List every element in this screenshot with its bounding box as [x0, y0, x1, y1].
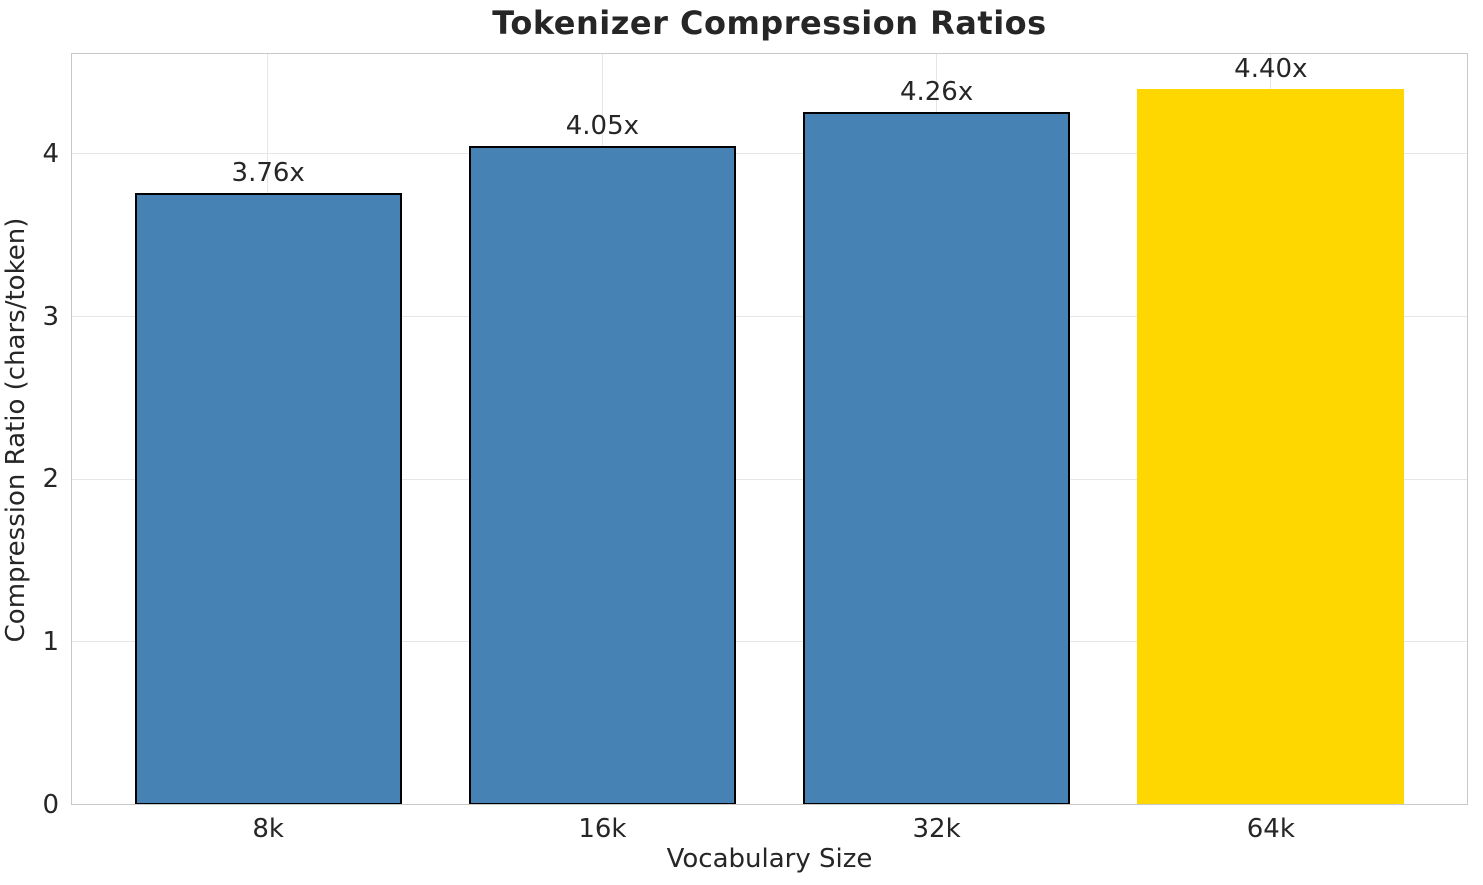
- y-gridline: [71, 153, 1468, 155]
- y-gridline: [71, 478, 1468, 480]
- bar: [468, 145, 737, 805]
- y-tick-label: 3: [42, 301, 59, 332]
- y-tick-label: 0: [42, 790, 59, 820]
- bar: [802, 111, 1071, 805]
- x-axis-label: Vocabulary Size: [666, 844, 873, 874]
- y-tick-label: 4: [42, 138, 59, 169]
- bar-value-label: 3.76x: [231, 157, 305, 188]
- bar-value-label: 4.26x: [899, 76, 974, 107]
- x-tick-label: 64k: [1246, 814, 1295, 844]
- y-tick-label: 2: [42, 464, 59, 495]
- x-tick-label: 16k: [578, 814, 627, 844]
- x-tick-label: 32k: [912, 814, 961, 844]
- bar: [1137, 88, 1405, 805]
- y-gridline: [71, 641, 1468, 643]
- y-axis-label: Compression Ratio (chars/token): [1, 217, 31, 643]
- x-tick-label: 8k: [252, 814, 284, 844]
- plot-area: 3.76x 4.05x 4.26x 4.40x: [71, 53, 1468, 805]
- bar: [134, 192, 402, 805]
- bar-value-label: 4.05x: [565, 110, 640, 141]
- y-tick-label: 1: [42, 627, 59, 658]
- y-gridline: [71, 315, 1468, 317]
- chart-title: Tokenizer Compression Ratios: [492, 4, 1047, 42]
- bar-value-label: 4.40x: [1234, 53, 1308, 84]
